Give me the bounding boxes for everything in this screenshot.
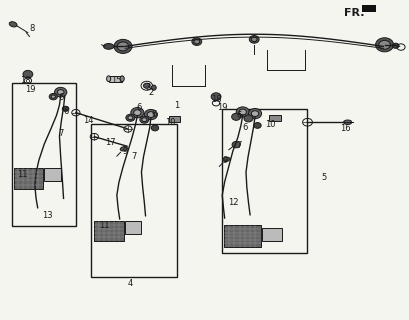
Circle shape (378, 40, 389, 49)
Text: 14: 14 (83, 116, 93, 125)
Bar (44, 168, 61, 181)
Circle shape (236, 107, 249, 117)
Text: 18: 18 (20, 76, 31, 85)
Text: 10: 10 (265, 120, 275, 129)
Bar (91, 124, 177, 277)
Text: 11: 11 (17, 170, 28, 179)
Bar (222, 109, 307, 253)
Ellipse shape (151, 85, 156, 90)
Ellipse shape (9, 22, 17, 27)
Circle shape (251, 37, 256, 42)
Ellipse shape (103, 44, 114, 49)
Circle shape (126, 114, 135, 121)
Text: 6: 6 (242, 124, 247, 132)
Text: 7: 7 (58, 129, 63, 138)
Text: 11: 11 (99, 221, 110, 230)
Text: 17: 17 (105, 138, 116, 147)
Text: 7: 7 (235, 141, 241, 150)
Text: 15: 15 (110, 76, 121, 85)
Circle shape (238, 109, 246, 115)
Circle shape (231, 141, 240, 148)
Circle shape (49, 93, 57, 100)
Text: 18: 18 (210, 95, 221, 104)
Text: 10: 10 (164, 118, 175, 127)
Bar (108, 76, 122, 82)
Text: 6: 6 (235, 111, 241, 120)
Text: 16: 16 (339, 124, 350, 133)
Text: 19: 19 (217, 103, 227, 112)
Circle shape (231, 113, 240, 120)
Circle shape (243, 115, 252, 122)
Circle shape (147, 112, 154, 117)
Text: 6: 6 (58, 93, 63, 102)
Circle shape (130, 108, 144, 118)
Text: 5: 5 (321, 173, 326, 182)
Text: 19: 19 (25, 85, 36, 94)
Circle shape (114, 39, 132, 53)
Circle shape (193, 39, 199, 44)
Ellipse shape (120, 147, 127, 151)
Circle shape (253, 123, 261, 128)
Circle shape (62, 106, 69, 111)
Text: 9: 9 (122, 147, 127, 156)
Ellipse shape (106, 76, 110, 82)
Ellipse shape (343, 120, 351, 124)
Text: 13: 13 (42, 212, 52, 220)
Text: 3: 3 (144, 83, 150, 92)
Text: 4: 4 (128, 279, 133, 288)
Circle shape (211, 93, 220, 100)
Text: FR.: FR. (344, 8, 364, 18)
Circle shape (391, 43, 398, 48)
Circle shape (139, 116, 148, 123)
Circle shape (251, 111, 258, 116)
Circle shape (144, 109, 157, 120)
Text: 2: 2 (148, 88, 153, 97)
Bar (362, 5, 375, 12)
Circle shape (249, 36, 258, 43)
Circle shape (128, 116, 133, 120)
Circle shape (51, 95, 55, 98)
Text: 6: 6 (63, 108, 68, 116)
Circle shape (57, 90, 64, 95)
Bar (94, 221, 124, 241)
Bar (13, 168, 43, 189)
Circle shape (191, 38, 201, 45)
Text: 7: 7 (131, 152, 137, 161)
Text: 6: 6 (151, 110, 156, 119)
Bar (223, 225, 260, 247)
Circle shape (23, 70, 33, 78)
Circle shape (142, 118, 146, 122)
Bar (125, 221, 141, 234)
Text: 1: 1 (173, 101, 178, 110)
Circle shape (375, 38, 393, 52)
Bar (169, 116, 180, 122)
Text: 12: 12 (228, 198, 238, 207)
Ellipse shape (222, 157, 229, 162)
Text: 9: 9 (222, 156, 227, 165)
Circle shape (143, 83, 150, 88)
Bar (262, 228, 281, 241)
Bar (12, 83, 76, 226)
Circle shape (248, 108, 261, 119)
Text: 8: 8 (29, 24, 35, 33)
Ellipse shape (120, 76, 124, 82)
Bar (268, 115, 280, 121)
Circle shape (133, 110, 141, 116)
Circle shape (117, 42, 128, 51)
Circle shape (54, 87, 67, 97)
Text: 6: 6 (136, 103, 142, 112)
Circle shape (151, 125, 158, 131)
